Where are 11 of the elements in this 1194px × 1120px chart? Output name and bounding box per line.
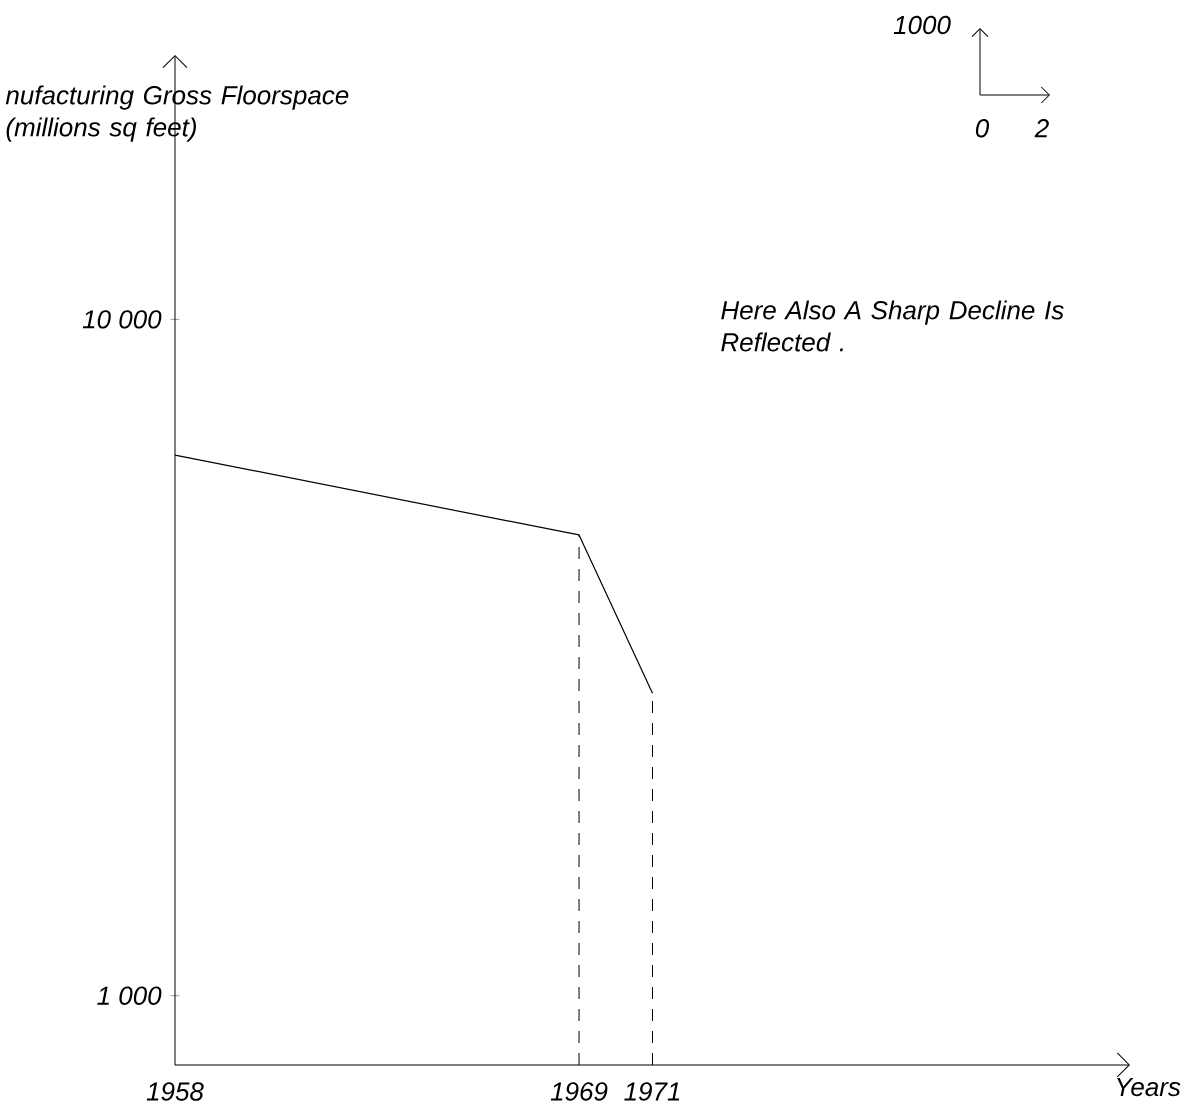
- annotation: 2: [1034, 119, 1049, 138]
- annotation: 0: [975, 119, 990, 138]
- y-tick-label: 1 000: [97, 986, 162, 1005]
- annotation: Here Also A Sharp Decline Is Reflected .: [721, 300, 1064, 352]
- x-tick-label: 1958: [146, 1082, 204, 1101]
- x-tick-label: 1971: [624, 1082, 680, 1101]
- text: 1000: [893, 15, 951, 35]
- y-tick-label: 10 000: [82, 310, 162, 329]
- x-tick-label: 1969: [550, 1082, 608, 1101]
- x-axis-title: Years: [1117, 1078, 1181, 1097]
- y-axis-title: nufacturing Gross Floorspace (millions sq feet): [5, 85, 349, 142]
